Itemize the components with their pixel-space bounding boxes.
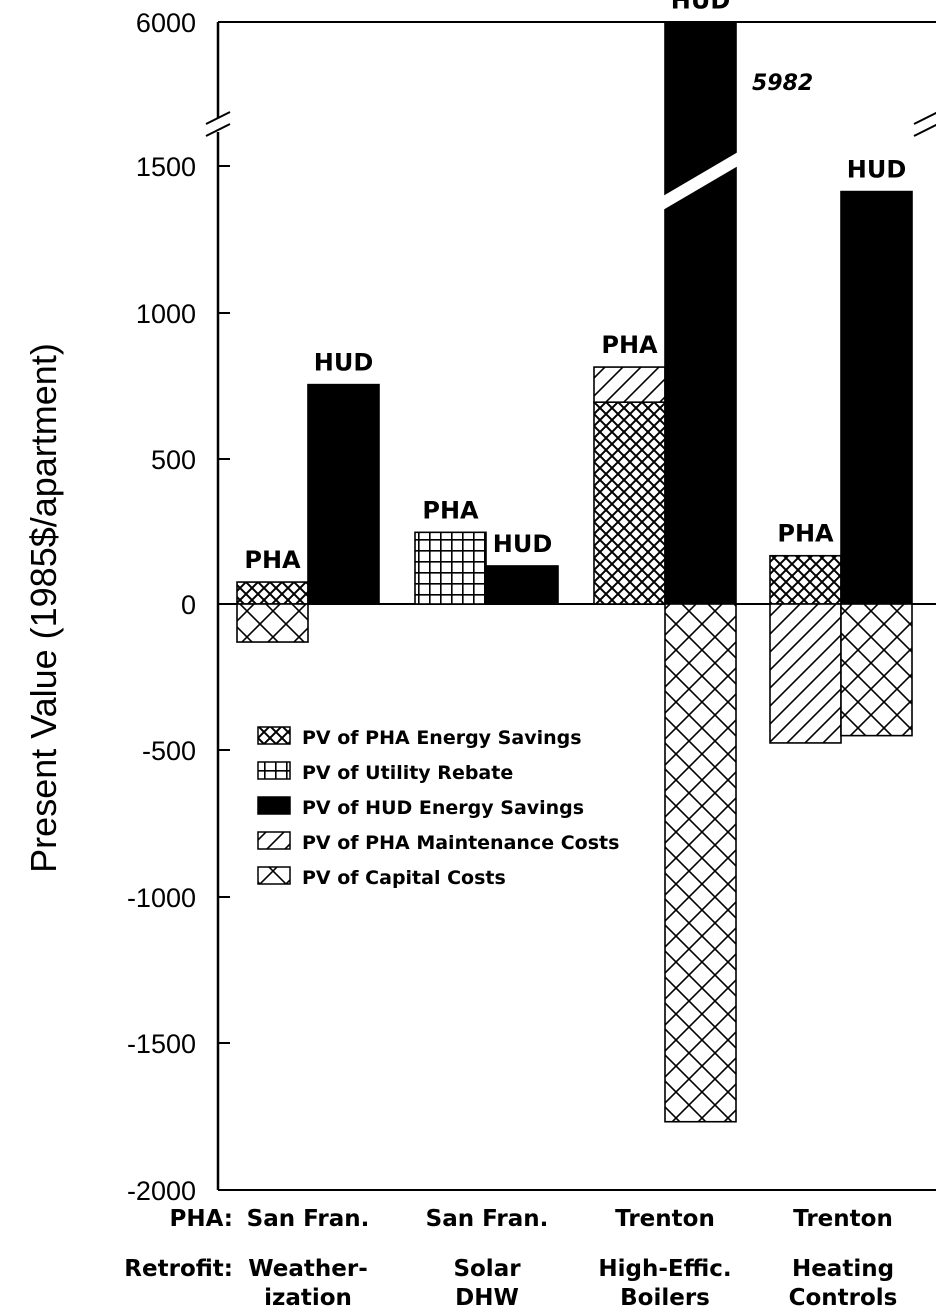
bar-segment — [840, 603, 913, 737]
legend: PV of PHA Energy Savings PV of Utility Re… — [257, 726, 619, 889]
bars — [236, 21, 913, 1123]
y-tick-label: -1000 — [127, 883, 196, 913]
y-tick-label: 0 — [181, 590, 196, 620]
legend-swatch — [257, 831, 291, 850]
retrofit-label-line1: Solar — [453, 1256, 521, 1282]
bar-label: PHA — [244, 546, 301, 574]
retrofit-label-line2: ization — [264, 1285, 352, 1311]
y-tick-label: 1500 — [136, 152, 196, 182]
y-tick-label: -500 — [142, 736, 196, 766]
legend-label: PV of HUD Energy Savings — [302, 797, 584, 819]
y-tick-label: 6000 — [136, 8, 196, 38]
bar-label: HUD — [847, 156, 907, 184]
legend-label: PV of PHA Maintenance Costs — [302, 832, 619, 854]
value-annotation: 5982 — [752, 71, 813, 96]
right-break-mark — [913, 111, 936, 137]
retrofit-label-line2: Controls — [789, 1285, 898, 1311]
y-axis-break-mark — [205, 111, 231, 137]
bar-segment — [769, 554, 842, 605]
legend-label: PV of Capital Costs — [302, 867, 506, 889]
pha-site-label: San Fran. — [247, 1206, 370, 1232]
retrofit-row-title: Retrofit: — [124, 1256, 233, 1282]
pha-site-label: San Fran. — [426, 1206, 549, 1232]
legend-swatch — [257, 796, 291, 815]
bar-labels: PHA HUD PHA HUD PHA HUD 5982 PHA HUD — [244, 0, 906, 574]
axes: 6000 1500 1000 500 0 -500 -1000 -1500 -2000 Prese… — [23, 8, 936, 1206]
y-tick-label: -2000 — [127, 1176, 196, 1206]
pha-site-label: Trenton — [793, 1206, 893, 1232]
retrofit-label-line1: Heating — [792, 1256, 894, 1282]
legend-swatch — [257, 866, 291, 885]
bar-segment — [486, 565, 559, 605]
pha-site-label: Trenton — [615, 1206, 715, 1232]
bar-label: HUD — [493, 530, 553, 558]
bar-segment — [307, 383, 380, 605]
bar-break-gap — [663, 152, 738, 210]
bar-label: PHA — [777, 520, 834, 548]
category-labels: PHA: Retrofit: San Fran. Weather-ization San… — [124, 1206, 897, 1311]
legend-swatch — [257, 726, 291, 745]
pha-row-title: PHA: — [169, 1206, 233, 1232]
bar-segment — [236, 581, 309, 605]
bar-segment — [664, 21, 737, 605]
retrofit-label-line2: Boilers — [620, 1285, 710, 1311]
retrofit-label-line1: High-Effic. — [598, 1256, 731, 1282]
legend-label: PV of Utility Rebate — [302, 762, 513, 784]
y-tick-label: 500 — [151, 445, 196, 475]
bar-segment — [593, 366, 666, 403]
bar-segment — [236, 603, 309, 643]
y-axis-title: Present Value (1985$/apartment) — [23, 343, 64, 873]
bar-segment — [840, 190, 913, 605]
legend-label: PV of PHA Energy Savings — [302, 727, 582, 749]
bar-segment — [593, 401, 666, 605]
bar-label: HUD — [314, 349, 374, 377]
y-tick-label: 1000 — [136, 299, 196, 329]
bar-segment — [769, 603, 842, 744]
bar-label: HUD — [671, 0, 731, 15]
bar-segment — [664, 603, 737, 1123]
y-tick-label: -1500 — [127, 1029, 196, 1059]
bar-label: PHA — [601, 331, 658, 359]
bar-label: PHA — [422, 496, 479, 524]
retrofit-label-line1: Weather- — [248, 1256, 368, 1282]
legend-swatch — [257, 761, 291, 780]
bar-segment — [414, 531, 487, 605]
retrofit-label-line2: DHW — [455, 1285, 519, 1311]
